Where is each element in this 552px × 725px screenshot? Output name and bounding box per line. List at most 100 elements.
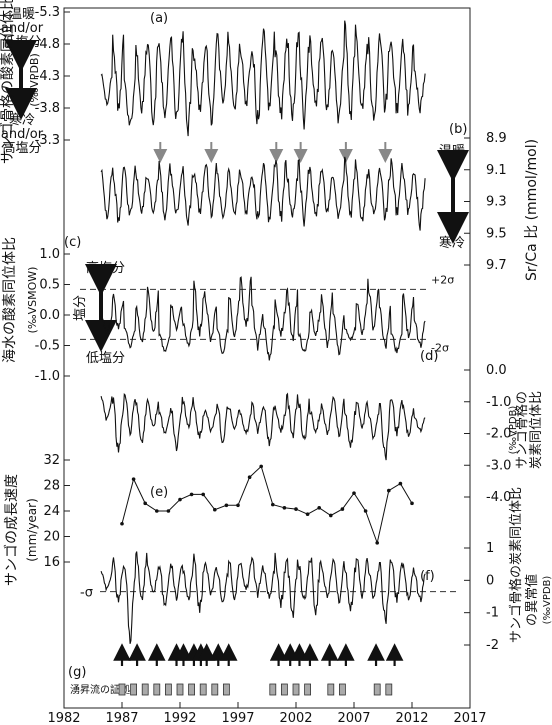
d-series-line bbox=[100, 392, 426, 461]
b-ytick-label: 9.3 bbox=[486, 195, 507, 210]
e-data-point bbox=[120, 521, 124, 526]
f-ylabel-line1: サンゴ骨格の炭素同位体比 bbox=[508, 487, 524, 643]
e-ytick-label: 28 bbox=[43, 479, 60, 494]
a-panel-label: (a) bbox=[150, 11, 168, 26]
e-data-point bbox=[236, 503, 240, 508]
g-upwelling-bar bbox=[304, 683, 312, 696]
a-series-line bbox=[100, 20, 426, 137]
a-ytick-label: -3.3 bbox=[35, 133, 60, 148]
e-data-point bbox=[340, 507, 345, 511]
f-ytick-label: -1 bbox=[486, 606, 499, 621]
e-data-point bbox=[178, 497, 182, 502]
e-data-point bbox=[410, 501, 414, 506]
e-ytick-label: 24 bbox=[43, 504, 60, 519]
e-data-point bbox=[131, 477, 136, 481]
f-sigma-label: -σ bbox=[80, 586, 93, 601]
e-data-point bbox=[224, 503, 229, 508]
f-series-line bbox=[100, 551, 426, 644]
e-data-point bbox=[282, 506, 287, 510]
g-upwelling-bar bbox=[327, 683, 335, 696]
g-upwelling-bar bbox=[280, 683, 288, 696]
c-minus2sigma-label: -2σ bbox=[431, 341, 449, 354]
b-ytick-label: 8.9 bbox=[486, 131, 507, 146]
x-tick-label: 2007 bbox=[337, 711, 370, 725]
b-ylabel: Sr/Ca 比 (mmol/mol) bbox=[524, 139, 540, 281]
g-upwelling-bar bbox=[211, 683, 219, 696]
g-upwelling-bar bbox=[164, 683, 172, 696]
f-ylabel-line2: の異常値 bbox=[524, 574, 540, 626]
a-arrow-bottom-label: 高塩分 bbox=[2, 140, 41, 156]
b-arrow-bottom-label: 寒冷 bbox=[439, 235, 465, 251]
g-upwelling-bar bbox=[153, 683, 161, 696]
b-series-line bbox=[100, 156, 426, 231]
c-arrow-top-label: 高塩分 bbox=[86, 260, 125, 276]
e-data-point bbox=[387, 488, 391, 493]
e-data-point bbox=[352, 491, 356, 495]
c-plus2sigma-label: +2σ bbox=[431, 273, 454, 286]
x-tick-label: 2017 bbox=[453, 711, 486, 725]
c-arrow-label: 塩分 bbox=[73, 295, 88, 321]
x-tick-label: 1987 bbox=[105, 711, 138, 725]
c-arrow-bottom-label: 低塩分 bbox=[86, 351, 125, 366]
d-ytick-label: -4.0 bbox=[486, 490, 511, 505]
e-ytick-label: 16 bbox=[43, 555, 60, 570]
a-ytick-label: -4.3 bbox=[35, 69, 60, 84]
e-data-point bbox=[213, 507, 217, 512]
g-upwelling-bar bbox=[141, 683, 149, 696]
g-upwelling-bar bbox=[199, 683, 207, 696]
g-label: 湧昇流の証拠 bbox=[70, 683, 130, 696]
e-data-point bbox=[398, 481, 403, 486]
e-data-point bbox=[294, 507, 298, 511]
e-data-point bbox=[363, 509, 368, 513]
e-data-point bbox=[201, 492, 205, 497]
g-upwelling-bar bbox=[130, 683, 138, 696]
c-ylabel: 海水の酸素同位体比 bbox=[2, 237, 18, 363]
e-ylabel-unit: (mm/year) bbox=[25, 498, 39, 562]
e-data-point bbox=[155, 509, 159, 513]
c-ytick-label: -1.0 bbox=[35, 369, 60, 384]
g-upwelling-bar bbox=[222, 683, 230, 696]
b-ytick-label: 9.7 bbox=[486, 258, 507, 273]
e-data-point bbox=[143, 501, 147, 506]
e-ytick-label: 32 bbox=[43, 453, 60, 468]
d-ytick-label: -2.0 bbox=[486, 427, 511, 442]
g-upwelling-bar bbox=[269, 683, 277, 696]
e-ytick-label: 20 bbox=[43, 530, 60, 545]
x-tick-label: 1997 bbox=[221, 711, 254, 725]
e-data-point bbox=[166, 509, 171, 513]
f-ytick-label: 0 bbox=[486, 573, 494, 588]
d-ylabel-line1: サンゴ骨格の bbox=[514, 391, 530, 469]
c-ytick-label: 1.0 bbox=[39, 247, 60, 262]
e-data-point bbox=[189, 492, 194, 497]
d-panel-label: (d) bbox=[420, 349, 438, 364]
e-data-point bbox=[271, 502, 275, 507]
a-ylabel-unit: (‰VPDB) bbox=[28, 53, 41, 107]
a-ytick-label: -3.8 bbox=[35, 101, 60, 116]
c-ytick-label: 0.0 bbox=[39, 308, 60, 323]
g-upwelling-bar bbox=[338, 683, 346, 696]
a-ylabel: サンゴ骨格の酸素同位体比 bbox=[0, 0, 16, 164]
e-panel-label: (e) bbox=[150, 485, 168, 500]
x-tick-label: 2002 bbox=[279, 711, 312, 725]
g-upwelling-bar bbox=[188, 683, 196, 696]
g-panel-label: (g) bbox=[68, 665, 86, 680]
c-series-line bbox=[100, 276, 426, 361]
a-ytick-label: -4.8 bbox=[35, 37, 60, 52]
plot-frame bbox=[63, 7, 471, 709]
a-ytick-label: -5.3 bbox=[35, 5, 60, 20]
b-arrow-top-label: 温暖 bbox=[439, 144, 465, 159]
b-ytick-label: 9.1 bbox=[486, 163, 507, 178]
d-ytick-label: -1.0 bbox=[486, 395, 511, 410]
e-data-point bbox=[375, 541, 380, 545]
e-data-point bbox=[305, 512, 310, 516]
d-ylabel-unit: (‰VPDB) bbox=[508, 406, 519, 455]
f-ylabel-unit: (‰VPDB) bbox=[542, 576, 552, 625]
c-ylabel-unit: (‰VSMOW) bbox=[26, 267, 39, 334]
g-upwelling-bar bbox=[385, 683, 393, 696]
e-ylabel: サンゴの成長速度 bbox=[3, 474, 20, 586]
x-tick-label: 1992 bbox=[163, 711, 196, 725]
g-upwelling-bar bbox=[292, 683, 300, 696]
e-series-line bbox=[121, 465, 413, 545]
b-ytick-label: 9.5 bbox=[486, 226, 507, 241]
a-arrow-bottom-label: and/or bbox=[1, 127, 44, 142]
